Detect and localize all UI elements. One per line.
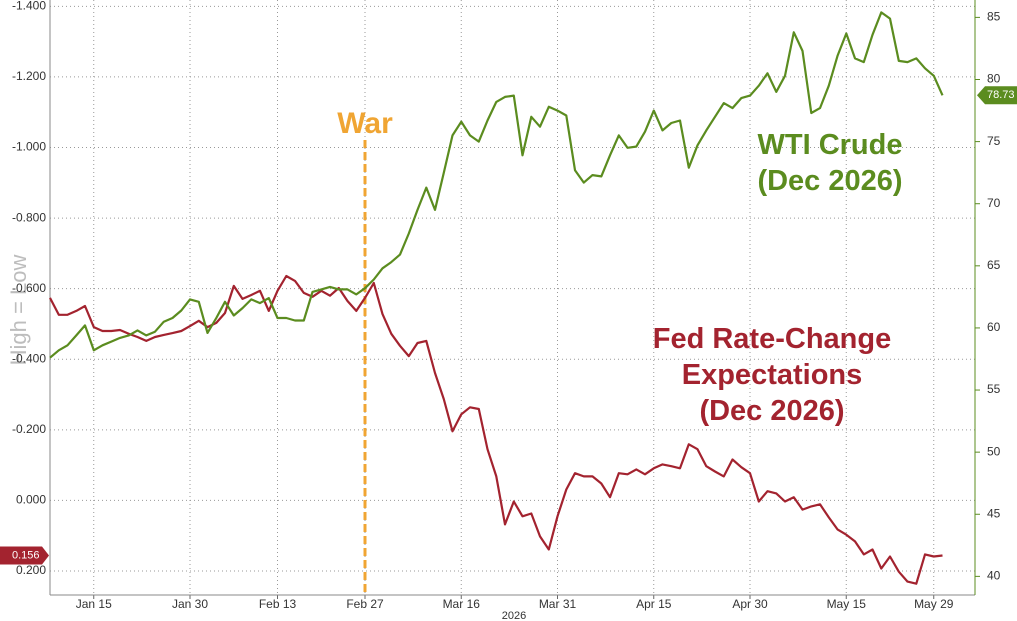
y-tick-label: -1.400 [12, 0, 46, 13]
y2-tick-label: 40 [987, 569, 1001, 583]
x-tick-label: May 15 [827, 597, 867, 611]
y-tick-label: -0.600 [12, 281, 46, 295]
x-tick-label: Apr 30 [732, 597, 768, 611]
y2-tick-label: 75 [987, 134, 1001, 148]
annotation-text: War [337, 107, 393, 140]
y-tick-label: -1.000 [12, 140, 46, 154]
y2-tick-label: 65 [987, 258, 1001, 272]
y2-tick-label: 60 [987, 320, 1001, 334]
y-tick-label: 0.200 [16, 563, 46, 577]
y-tick-label: 0.000 [16, 493, 46, 507]
y-tick-label: -0.800 [12, 210, 46, 224]
x-tick-label: Apr 15 [636, 597, 672, 611]
series-line [49, 11, 944, 359]
y2-tick-label: 70 [987, 196, 1001, 210]
x-tick-label: Mar 31 [539, 597, 577, 611]
y2-tick-label: 50 [987, 444, 1001, 458]
y2-tick-label: 85 [987, 10, 1001, 24]
y2-tick-label: 80 [987, 72, 1001, 86]
value-tag-label: 78.73 [987, 89, 1015, 101]
x-tick-label: Jan 15 [76, 597, 112, 611]
y-axis-title: High = Low [6, 255, 31, 366]
value-tag-label: 0.156 [12, 549, 40, 561]
series-label: Fed Rate-Change Expectations (Dec 2026) [653, 323, 891, 427]
y2-tick-label: 45 [987, 506, 1001, 520]
y-tick-label: -1.200 [12, 69, 46, 83]
x-tick-label: Feb 27 [346, 597, 384, 611]
x-axis-title: 2026 [502, 610, 526, 621]
x-tick-label: Feb 13 [259, 597, 297, 611]
y-tick-label: -0.400 [12, 351, 46, 365]
series-line [49, 274, 943, 585]
x-tick-label: May 29 [914, 597, 954, 611]
y2-tick-label: 55 [987, 382, 1001, 396]
value-tag [0, 546, 49, 565]
x-tick-label: Mar 16 [443, 597, 481, 611]
series-label: WTI Crude (Dec 2026) [757, 129, 902, 197]
value-tag [977, 86, 1017, 105]
y-tick-label: -0.200 [12, 422, 46, 436]
x-tick-label: Jan 30 [172, 597, 208, 611]
